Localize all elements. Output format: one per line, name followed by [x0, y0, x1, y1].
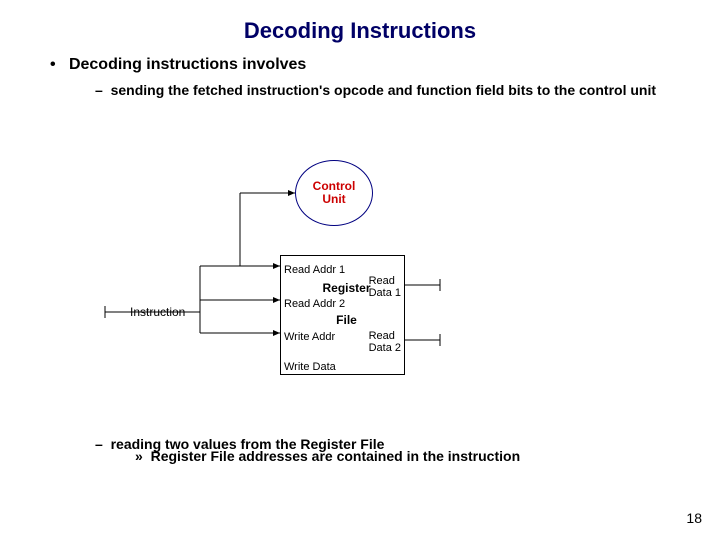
- page-number-text: 18: [686, 510, 702, 526]
- bullet-l2a-marker: –: [95, 82, 103, 98]
- page-title: Decoding Instructions: [0, 0, 720, 44]
- port-read-data-2: ReadData 2: [369, 331, 401, 354]
- register-file-block: Read Addr 1 Read Addr 2 Write Addr Write…: [280, 255, 405, 375]
- register-file-label: RegisterFile: [319, 281, 374, 327]
- control-unit-label: ControlUnit: [313, 180, 356, 206]
- title-text: Decoding Instructions: [244, 18, 476, 43]
- bullet-l2a-text: sending the fetched instruction's opcode…: [111, 82, 656, 98]
- control-unit-node: ControlUnit: [295, 160, 373, 226]
- bullet-level1: • Decoding instructions involves: [50, 56, 720, 74]
- port-read-addr-1: Read Addr 1: [284, 264, 345, 276]
- bullet-l1-text: Decoding instructions involves: [69, 56, 306, 73]
- port-read-data-1: ReadData 1: [369, 276, 401, 299]
- bullet-level2-a: – sending the fetched instruction's opco…: [95, 82, 680, 100]
- bullet-l2b-marker: –: [95, 436, 103, 452]
- bullet-l3-text: Register File addresses are contained in…: [151, 448, 521, 464]
- port-write-data: Write Data: [284, 361, 336, 373]
- bullet-level3: » Register File addresses are contained …: [135, 448, 720, 464]
- bullet-l1-marker: •: [50, 56, 56, 73]
- page-number: 18: [686, 510, 702, 526]
- instruction-label: Instruction: [130, 305, 185, 319]
- port-write-addr: Write Addr: [284, 331, 335, 343]
- instruction-text: Instruction: [130, 305, 185, 319]
- bullet-l3-marker: »: [135, 448, 143, 464]
- decode-diagram: ControlUnit Instruction Read Addr 1 Read…: [0, 150, 720, 430]
